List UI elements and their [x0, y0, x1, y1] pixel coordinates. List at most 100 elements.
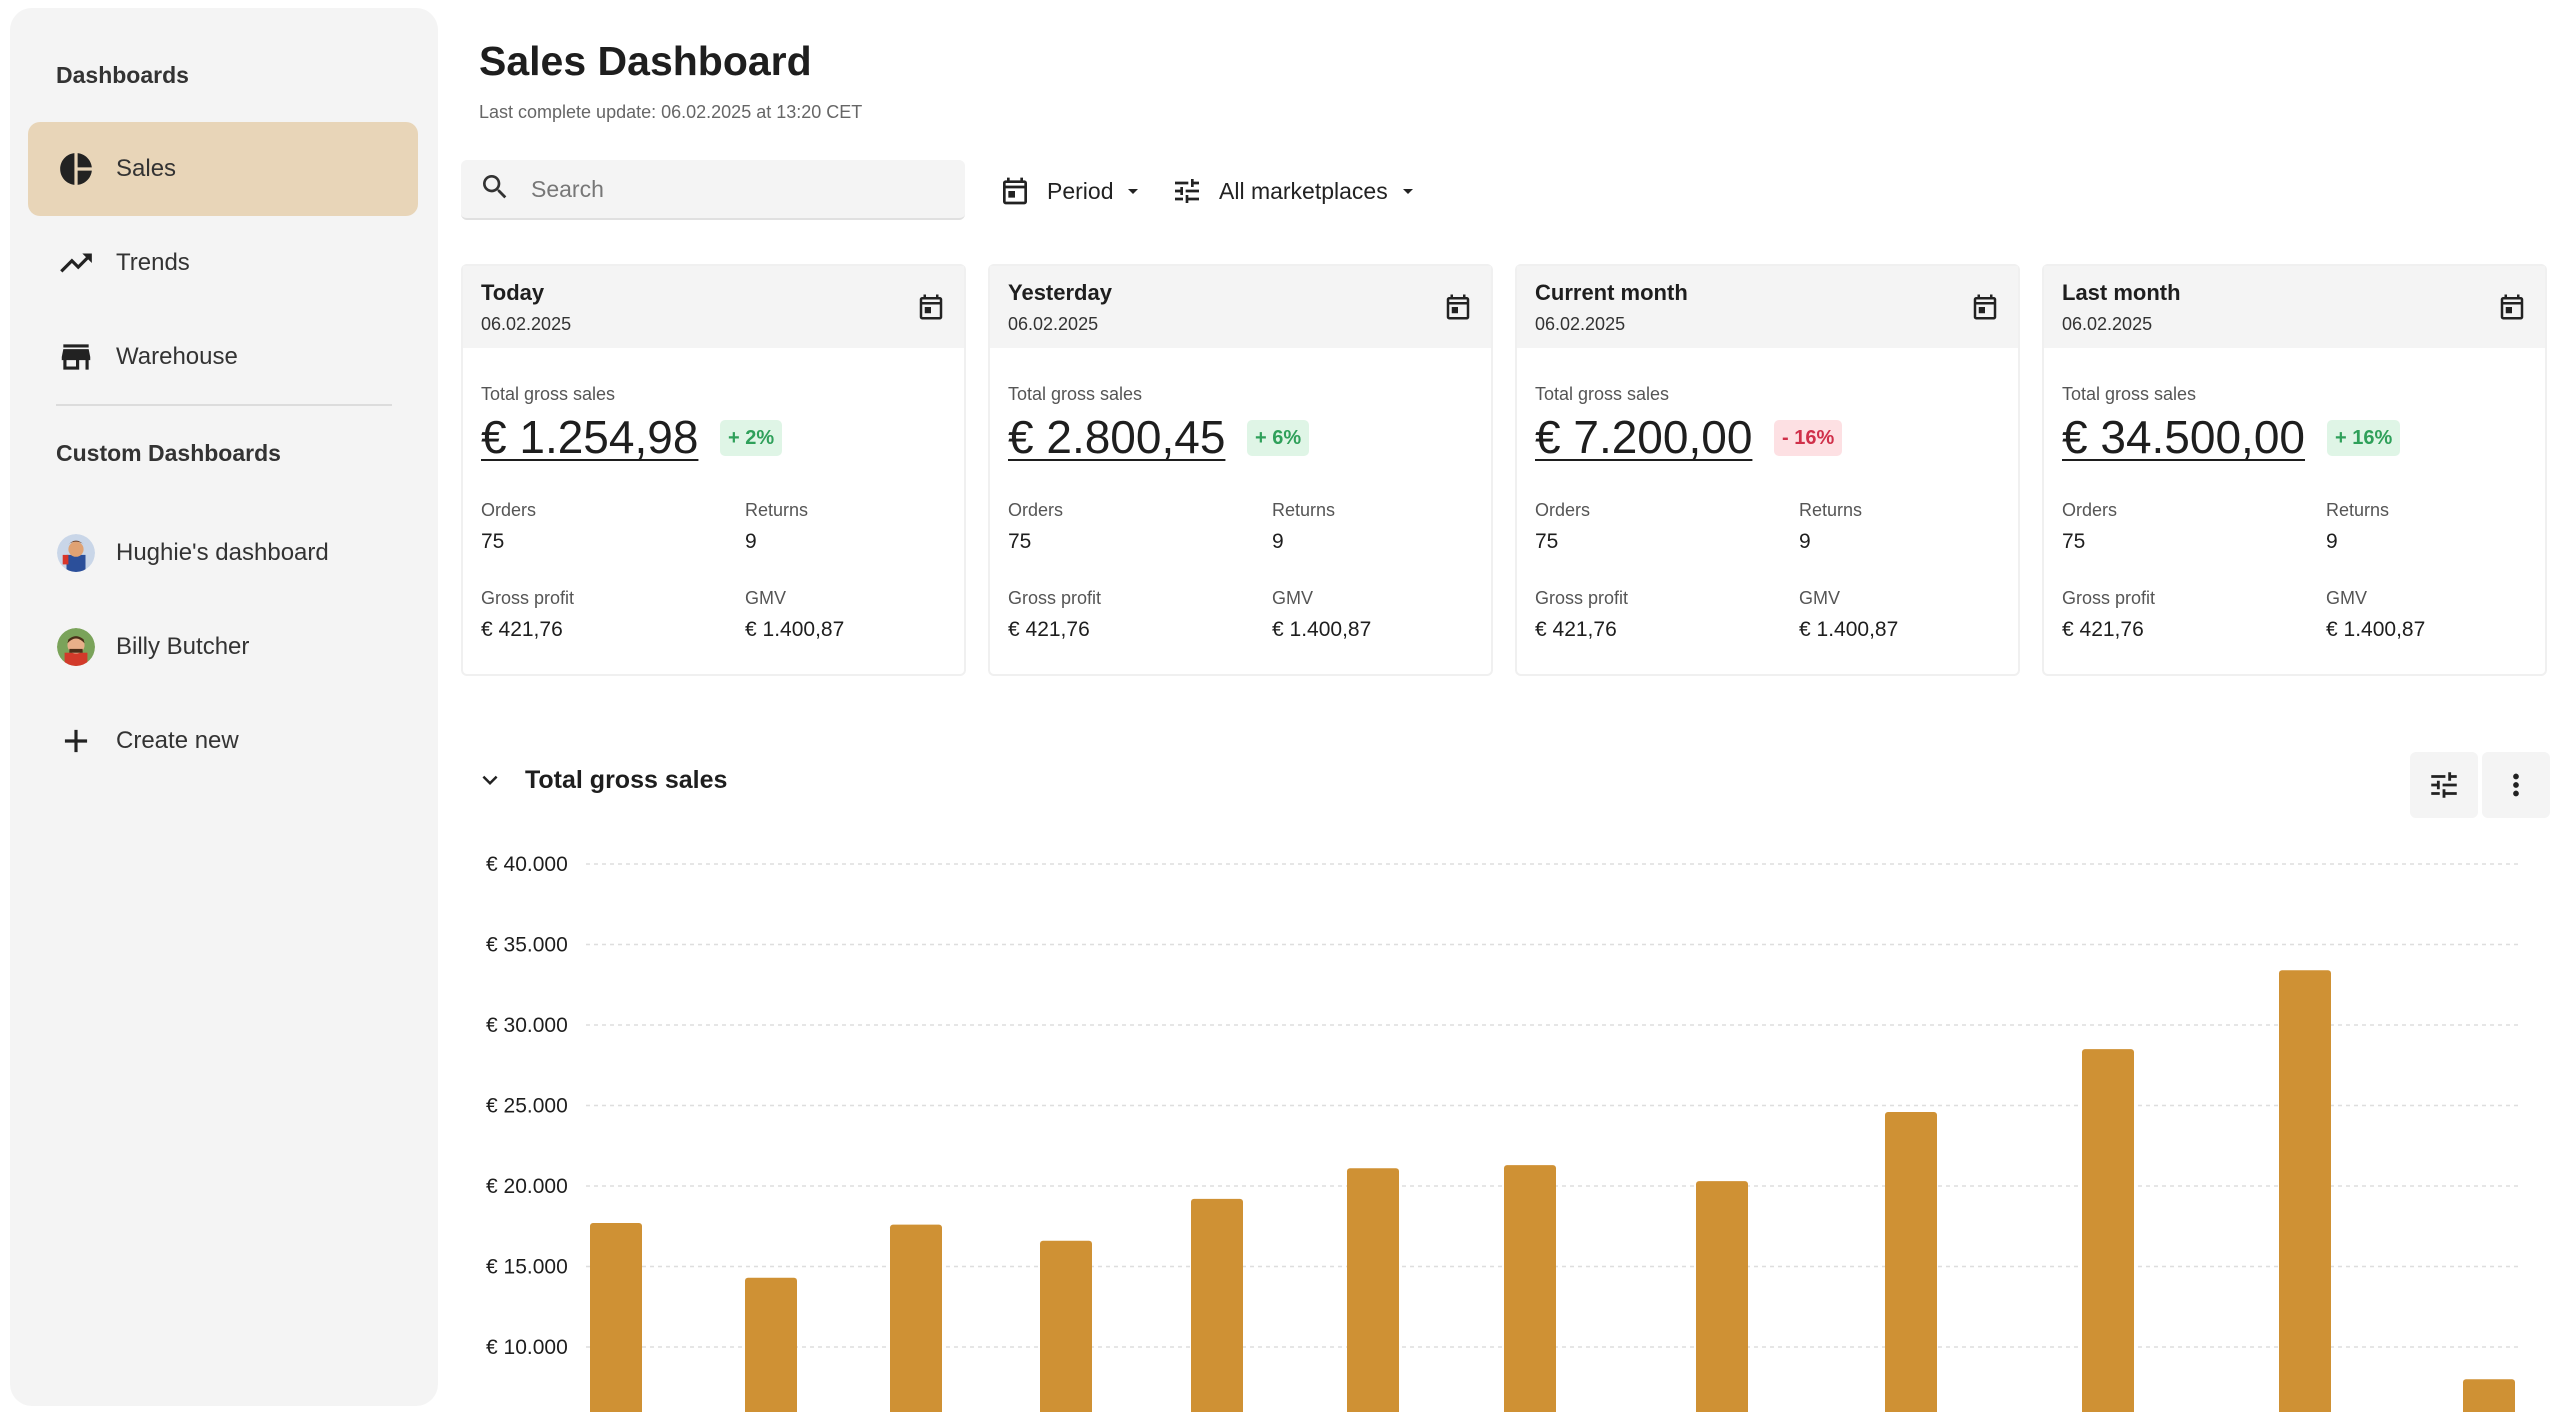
sidebar-item-warehouse[interactable]: Warehouse — [28, 310, 418, 404]
caret-down-icon — [1402, 189, 1413, 194]
returns-label: Returns — [2326, 500, 2390, 520]
orders-label: Orders — [481, 500, 537, 520]
calendar-icon — [1003, 177, 1027, 205]
more-vert-icon — [2513, 773, 2519, 797]
total-gross-sales-value[interactable]: € 7.200,00 — [1535, 411, 1753, 463]
gross-profit-label: Gross profit — [481, 588, 575, 608]
total-gross-sales-label: Total gross sales — [1008, 384, 1143, 404]
calendar-icon[interactable] — [916, 292, 946, 322]
orders-value: 75 — [2062, 530, 2086, 553]
sidebar-item-hughies-dashboard[interactable]: Hughie's dashboard — [28, 506, 418, 600]
sidebar-divider — [56, 404, 392, 406]
card-date: 06.02.2025 — [481, 314, 572, 334]
sidebar: Dashboards Sales Trends Warehouse Custom… — [10, 8, 438, 1406]
y-tick-label: € 30.000 — [486, 1014, 568, 1037]
create-new-button[interactable]: Create new — [28, 694, 418, 788]
plus-icon — [56, 721, 96, 761]
gross-profit-label: Gross profit — [2062, 588, 2156, 608]
card-date: 06.02.2025 — [1008, 314, 1099, 334]
bar[interactable] — [2279, 970, 2331, 1412]
chevron-down-icon[interactable] — [475, 765, 505, 795]
sidebar-item-label: Create new — [116, 727, 239, 754]
gmv-label: GMV — [1799, 588, 1841, 608]
orders-value: 75 — [1535, 530, 1559, 553]
sidebar-item-billy-butcher[interactable]: Billy Butcher — [28, 600, 418, 694]
total-gross-sales-value[interactable]: € 34.500,00 — [2062, 411, 2306, 463]
chart-settings-button[interactable] — [2410, 752, 2478, 818]
marketplaces-filter[interactable]: All marketplaces — [1171, 170, 1420, 212]
trend-badge: - 16% — [1774, 420, 1843, 456]
calendar-icon[interactable] — [1970, 292, 2000, 322]
page-title: Sales Dashboard — [479, 38, 812, 84]
sidebar-item-sales[interactable]: Sales — [28, 122, 418, 216]
marketplaces-label: All marketplaces — [1219, 177, 1388, 204]
total-gross-sales-value[interactable]: € 1.254,98 — [481, 411, 699, 463]
bar[interactable] — [1696, 1181, 1748, 1412]
kpi-card: Current month 06.02.2025 Total gross sal… — [1515, 264, 2020, 676]
card-header: Last month 06.02.2025 — [2044, 266, 2545, 348]
calendar-icon[interactable] — [1443, 292, 1473, 322]
avatar — [56, 533, 96, 573]
chart-title: Total gross sales — [525, 765, 728, 794]
kpi-card: Last month 06.02.2025 Total gross sales … — [2042, 264, 2547, 676]
period-filter[interactable]: Period — [999, 170, 1145, 212]
sidebar-item-label: Sales — [116, 155, 177, 182]
gmv-value: € 1.400,87 — [2326, 618, 2426, 641]
y-tick-label: € 35.000 — [486, 934, 568, 957]
orders-value: 75 — [481, 530, 505, 553]
gross-profit-value: € 421,76 — [1535, 618, 1617, 641]
gmv-label: GMV — [745, 588, 787, 608]
bar[interactable] — [2463, 1379, 2515, 1412]
section-custom-dashboards: Custom Dashboards — [56, 440, 281, 466]
card-header: Today 06.02.2025 — [463, 266, 964, 348]
bar[interactable] — [890, 1224, 942, 1412]
total-gross-sales-value[interactable]: € 2.800,45 — [1008, 411, 1226, 463]
card-title: Yesterday — [1008, 280, 1112, 305]
gross-profit-value: € 421,76 — [481, 618, 563, 641]
trend-badge: + 2% — [720, 420, 783, 456]
sidebar-item-label: Trends — [116, 249, 190, 276]
bar[interactable] — [1885, 1111, 1937, 1412]
gross-profit-value: € 421,76 — [2062, 618, 2144, 641]
card-header: Current month 06.02.2025 — [1517, 266, 2018, 348]
chart-more-button[interactable] — [2482, 752, 2550, 818]
orders-value: 75 — [1008, 530, 1032, 553]
search-box[interactable] — [461, 160, 965, 220]
search-input[interactable] — [531, 175, 931, 203]
orders-label: Orders — [1535, 500, 1591, 520]
bar[interactable] — [1040, 1240, 1092, 1412]
sidebar-item-trends[interactable]: Trends — [28, 216, 418, 310]
card-header: Yesterday 06.02.2025 — [990, 266, 1491, 348]
sidebar-item-label: Warehouse — [116, 343, 238, 370]
trend-badge: + 16% — [2327, 420, 2401, 456]
gmv-value: € 1.400,87 — [745, 618, 845, 641]
y-tick-label: € 25.000 — [486, 1095, 568, 1118]
total-gross-sales-label: Total gross sales — [1535, 384, 1670, 404]
y-tick-label: € 15.000 — [486, 1256, 568, 1279]
pie-chart-icon — [56, 149, 96, 189]
gmv-label: GMV — [1272, 588, 1314, 608]
section-dashboards: Dashboards — [56, 62, 189, 88]
card-date: 06.02.2025 — [1535, 314, 1626, 334]
bar[interactable] — [1504, 1165, 1556, 1412]
bar[interactable] — [745, 1277, 797, 1412]
bar[interactable] — [590, 1223, 642, 1412]
bar[interactable] — [1191, 1198, 1243, 1412]
returns-value: 9 — [2326, 530, 2338, 553]
avatar — [56, 627, 96, 667]
card-date: 06.02.2025 — [2062, 314, 2153, 334]
card-title: Today — [481, 280, 545, 305]
calendar-icon[interactable] — [2497, 292, 2527, 322]
total-gross-sales-label: Total gross sales — [481, 384, 616, 404]
gross-profit-label: Gross profit — [1008, 588, 1102, 608]
card-title: Current month — [1535, 280, 1688, 305]
bar[interactable] — [1347, 1168, 1399, 1412]
orders-label: Orders — [1008, 500, 1064, 520]
tune-icon — [1175, 179, 1199, 203]
tune-icon — [2431, 772, 2457, 798]
y-tick-label: € 10.000 — [486, 1336, 568, 1359]
chart-header[interactable]: Total gross sales — [475, 765, 727, 795]
period-label: Period — [1047, 177, 1114, 204]
bar[interactable] — [2082, 1049, 2134, 1412]
